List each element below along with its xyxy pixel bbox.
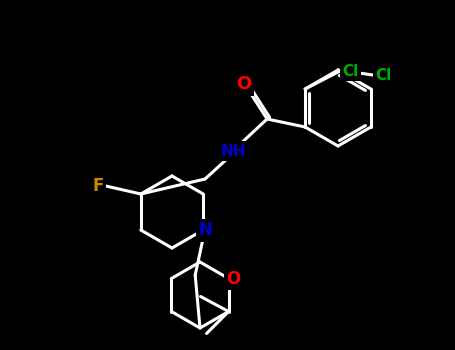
Text: Cl: Cl xyxy=(375,68,391,83)
Text: NH: NH xyxy=(220,144,246,159)
Text: Cl: Cl xyxy=(342,63,358,78)
Text: O: O xyxy=(237,75,252,93)
Text: O: O xyxy=(227,270,241,287)
Text: F: F xyxy=(92,177,103,195)
Text: N: N xyxy=(198,221,212,239)
